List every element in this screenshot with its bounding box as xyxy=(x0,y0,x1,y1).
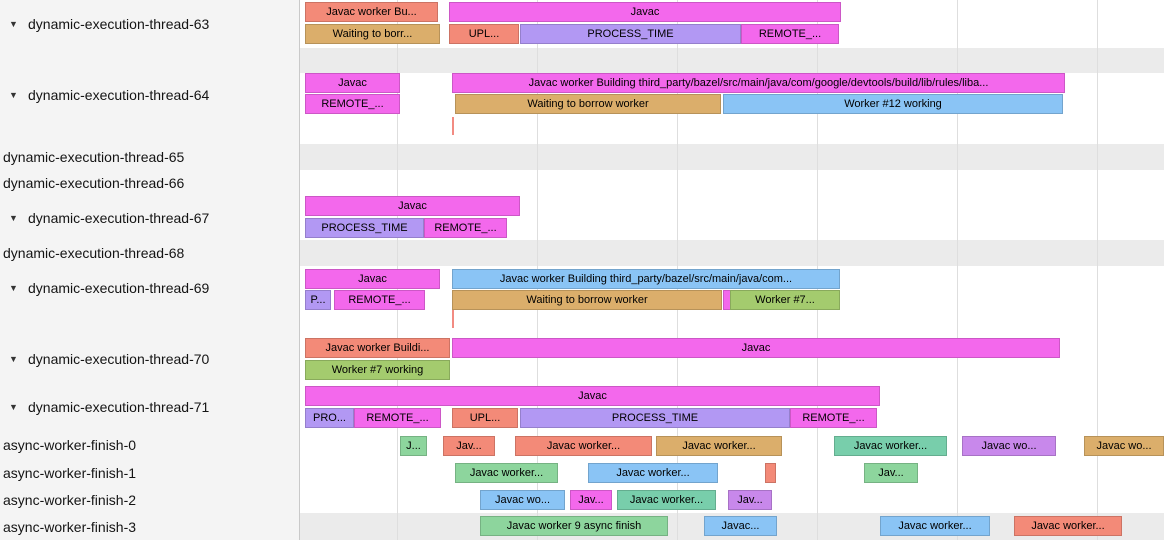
sidebar-row-thread-63[interactable]: ▼ dynamic-execution-thread-63 xyxy=(0,0,299,48)
trace-span[interactable]: Javac worker... xyxy=(834,436,947,456)
trace-span[interactable]: Javac worker 9 async finish xyxy=(480,516,668,536)
trace-span[interactable]: REMOTE_... xyxy=(305,94,400,114)
trace-span[interactable]: REMOTE_... xyxy=(790,408,877,428)
trace-span[interactable]: Waiting to borrow worker xyxy=(455,94,721,114)
trace-span[interactable]: Javac worker... xyxy=(656,436,782,456)
sidebar-row-thread-70[interactable]: ▼ dynamic-execution-thread-70 xyxy=(0,335,299,383)
thread-name: dynamic-execution-thread-69 xyxy=(28,279,210,296)
trace-span[interactable]: Javac worker Building third_party/bazel/… xyxy=(452,269,840,289)
trace-span[interactable]: PRO... xyxy=(305,408,354,428)
trace-span[interactable]: Javac xyxy=(305,73,400,93)
expander-icon[interactable]: ▼ xyxy=(9,213,18,223)
thread-name: dynamic-execution-thread-64 xyxy=(28,86,210,103)
trace-span[interactable]: Javac wo... xyxy=(1084,436,1164,456)
trace-span[interactable]: Javac xyxy=(305,196,520,216)
trace-span[interactable]: Waiting to borrow worker xyxy=(452,290,722,310)
trace-span[interactable]: PROCESS_TIME xyxy=(520,408,790,428)
gridline xyxy=(957,0,958,540)
trace-span[interactable]: PROCESS_TIME xyxy=(520,24,741,44)
sidebar-row-thread-68[interactable]: dynamic-execution-thread-68 xyxy=(0,240,299,266)
timeline[interactable]: Javac worker Bu... Javac Waiting to borr..… xyxy=(300,0,1164,540)
gridline xyxy=(1097,0,1098,540)
row-stripe xyxy=(300,144,1164,170)
trace-span[interactable]: UPL... xyxy=(452,408,518,428)
sidebar-row-async-worker-finish-1[interactable]: async-worker-finish-1 xyxy=(0,459,299,487)
trace-span[interactable]: REMOTE_... xyxy=(741,24,839,44)
trace-span[interactable]: Jav... xyxy=(864,463,918,483)
thread-name: dynamic-execution-thread-68 xyxy=(3,245,185,261)
expander-icon[interactable]: ▼ xyxy=(9,89,18,100)
thread-name: dynamic-execution-thread-66 xyxy=(3,175,185,191)
sidebar-row-thread-64[interactable]: ▼ dynamic-execution-thread-64 xyxy=(0,73,299,116)
thread-name: dynamic-execution-thread-71 xyxy=(28,399,210,415)
thread-name: dynamic-execution-thread-67 xyxy=(28,210,210,226)
trace-span[interactable]: Javac worker... xyxy=(455,463,558,483)
sidebar-row-thread-71[interactable]: ▼ dynamic-execution-thread-71 xyxy=(0,383,299,431)
trace-span[interactable]: REMOTE_... xyxy=(424,218,507,238)
trace-span[interactable]: Jav... xyxy=(570,490,612,510)
trace-span[interactable]: Javac xyxy=(449,2,841,22)
trace-span[interactable]: REMOTE_... xyxy=(334,290,425,310)
sidebar-row-thread-69[interactable]: ▼ dynamic-execution-thread-69 xyxy=(0,266,299,309)
expander-icon[interactable]: ▼ xyxy=(9,354,18,364)
trace-span[interactable]: UPL... xyxy=(449,24,519,44)
trace-span[interactable]: Waiting to borr... xyxy=(305,24,440,44)
thread-name: async-worker-finish-0 xyxy=(3,437,137,453)
instant-event-tick[interactable] xyxy=(452,310,454,328)
row-stripe xyxy=(300,240,1164,266)
trace-span[interactable]: Worker #12 working xyxy=(723,94,1063,114)
instant-event-tick[interactable] xyxy=(452,117,454,135)
sidebar: ▼ dynamic-execution-thread-63 ▼ dynamic-exe… xyxy=(0,0,300,540)
sidebar-row-thread-65[interactable]: dynamic-execution-thread-65 xyxy=(0,144,299,170)
sidebar-row-async-worker-finish-2[interactable]: async-worker-finish-2 xyxy=(0,487,299,513)
trace-span[interactable]: Worker #7 working xyxy=(305,360,450,380)
thread-name: async-worker-finish-1 xyxy=(3,465,137,481)
spans-layer: Javac worker Bu... Javac Waiting to borr..… xyxy=(300,0,1164,540)
trace-span[interactable]: Javac... xyxy=(704,516,777,536)
trace-span[interactable]: Javac worker Building third_party/bazel/… xyxy=(452,73,1065,93)
sidebar-row-async-worker-finish-0[interactable]: async-worker-finish-0 xyxy=(0,431,299,459)
trace-span[interactable]: Javac worker... xyxy=(880,516,990,536)
thread-name: async-worker-finish-2 xyxy=(3,492,137,508)
sidebar-row-async-worker-finish-3[interactable]: async-worker-finish-3 xyxy=(0,513,299,540)
sidebar-row-thread-67[interactable]: ▼ dynamic-execution-thread-67 xyxy=(0,196,299,240)
trace-span[interactable]: PROCESS_TIME xyxy=(305,218,424,238)
trace-span[interactable]: REMOTE_... xyxy=(354,408,441,428)
expander-icon[interactable]: ▼ xyxy=(9,19,18,29)
trace-span[interactable]: Javac worker Bu... xyxy=(305,2,438,22)
trace-span[interactable]: Javac xyxy=(452,338,1060,358)
trace-span[interactable]: Javac wo... xyxy=(962,436,1056,456)
trace-span[interactable]: Javac worker... xyxy=(588,463,718,483)
trace-span[interactable] xyxy=(765,463,776,483)
trace-span[interactable]: Worker #7... xyxy=(730,290,840,310)
trace-span[interactable]: Javac xyxy=(305,386,880,406)
sidebar-row-thread-66[interactable]: dynamic-execution-thread-66 xyxy=(0,170,299,196)
trace-span[interactable]: Javac worker... xyxy=(515,436,652,456)
trace-span[interactable]: Javac xyxy=(305,269,440,289)
trace-span[interactable]: J... xyxy=(400,436,427,456)
trace-span[interactable]: Javac wo... xyxy=(480,490,565,510)
thread-name: dynamic-execution-thread-70 xyxy=(28,351,210,367)
trace-span[interactable]: Jav... xyxy=(443,436,495,456)
trace-span[interactable]: Javac worker Buildi... xyxy=(305,338,450,358)
trace-span[interactable]: Javac worker... xyxy=(1014,516,1122,536)
expander-icon[interactable]: ▼ xyxy=(9,402,18,412)
trace-span[interactable]: Javac worker... xyxy=(617,490,716,510)
trace-span[interactable]: Jav... xyxy=(728,490,772,510)
trace-span[interactable]: P... xyxy=(305,290,331,310)
thread-name: async-worker-finish-3 xyxy=(3,518,137,535)
thread-name: dynamic-execution-thread-65 xyxy=(3,149,185,165)
row-stripe xyxy=(300,48,1164,73)
expander-icon[interactable]: ▼ xyxy=(9,282,18,293)
thread-name: dynamic-execution-thread-63 xyxy=(28,16,210,32)
